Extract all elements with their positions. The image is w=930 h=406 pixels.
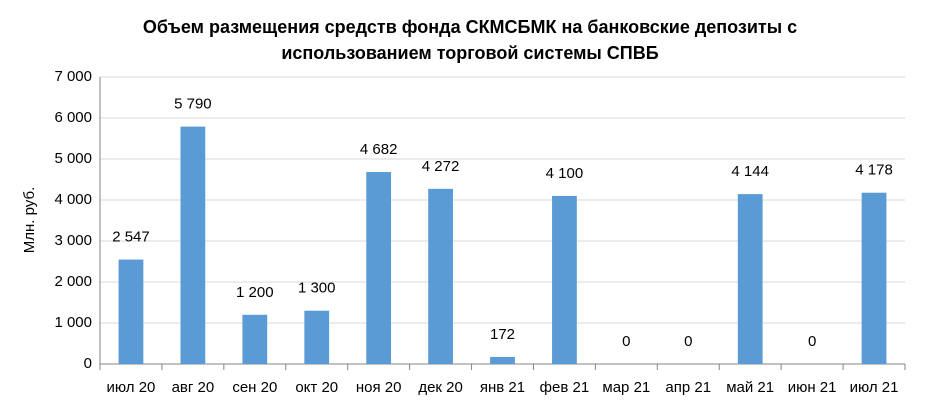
x-tick-label: май 21 <box>726 379 774 396</box>
bar <box>180 126 206 364</box>
data-label: 172 <box>490 326 515 343</box>
bar <box>861 192 887 364</box>
x-tick-label: окт 20 <box>295 379 338 396</box>
x-tick-label: июл 21 <box>850 379 899 396</box>
x-tick-label: дек 20 <box>418 379 463 396</box>
bar <box>366 172 392 364</box>
y-tick-label: 6 000 <box>54 109 92 126</box>
bar <box>118 259 144 364</box>
bar <box>490 356 515 364</box>
x-tick-label: янв 21 <box>480 379 525 396</box>
bar <box>737 194 763 364</box>
x-tick-label: июн 21 <box>788 379 837 396</box>
data-label: 0 <box>622 333 630 350</box>
data-label: 5 790 <box>174 96 212 113</box>
y-axis-label: Млн. руб. <box>21 187 38 253</box>
x-tick-label: фев 21 <box>540 379 590 396</box>
data-label: 0 <box>808 333 816 350</box>
data-label: 1 200 <box>236 284 274 301</box>
x-tick-label: авг 20 <box>172 379 215 396</box>
x-tick-label: июл 20 <box>107 379 156 396</box>
y-tick-label: 5 000 <box>54 150 92 167</box>
data-label: 4 682 <box>360 141 398 158</box>
data-label: 0 <box>684 333 692 350</box>
data-label: 4 144 <box>731 163 769 180</box>
y-tick-label: 0 <box>84 355 92 372</box>
bar <box>428 188 453 364</box>
y-tick-label: 4 000 <box>54 191 92 208</box>
y-tick-label: 1 000 <box>54 314 92 331</box>
bar <box>242 314 268 364</box>
data-label: 4 100 <box>546 165 584 182</box>
x-tick-label: мар 21 <box>602 379 650 396</box>
chart-title: Объем размещения средств фонда СКМСБМК н… <box>142 17 798 63</box>
x-tick-label: сен 20 <box>232 379 277 396</box>
y-tick-label: 3 000 <box>54 232 92 249</box>
bar <box>304 310 330 364</box>
data-label: 2 547 <box>112 229 150 246</box>
x-tick-label: ноя 20 <box>356 379 402 396</box>
bar <box>552 195 577 364</box>
data-label: 1 300 <box>298 280 336 297</box>
data-label: 4 178 <box>855 162 893 179</box>
data-label: 4 272 <box>422 158 460 175</box>
y-tick-label: 2 000 <box>54 273 92 290</box>
y-tick-label: 7 000 <box>54 68 92 85</box>
x-tick-label: апр 21 <box>665 379 711 396</box>
